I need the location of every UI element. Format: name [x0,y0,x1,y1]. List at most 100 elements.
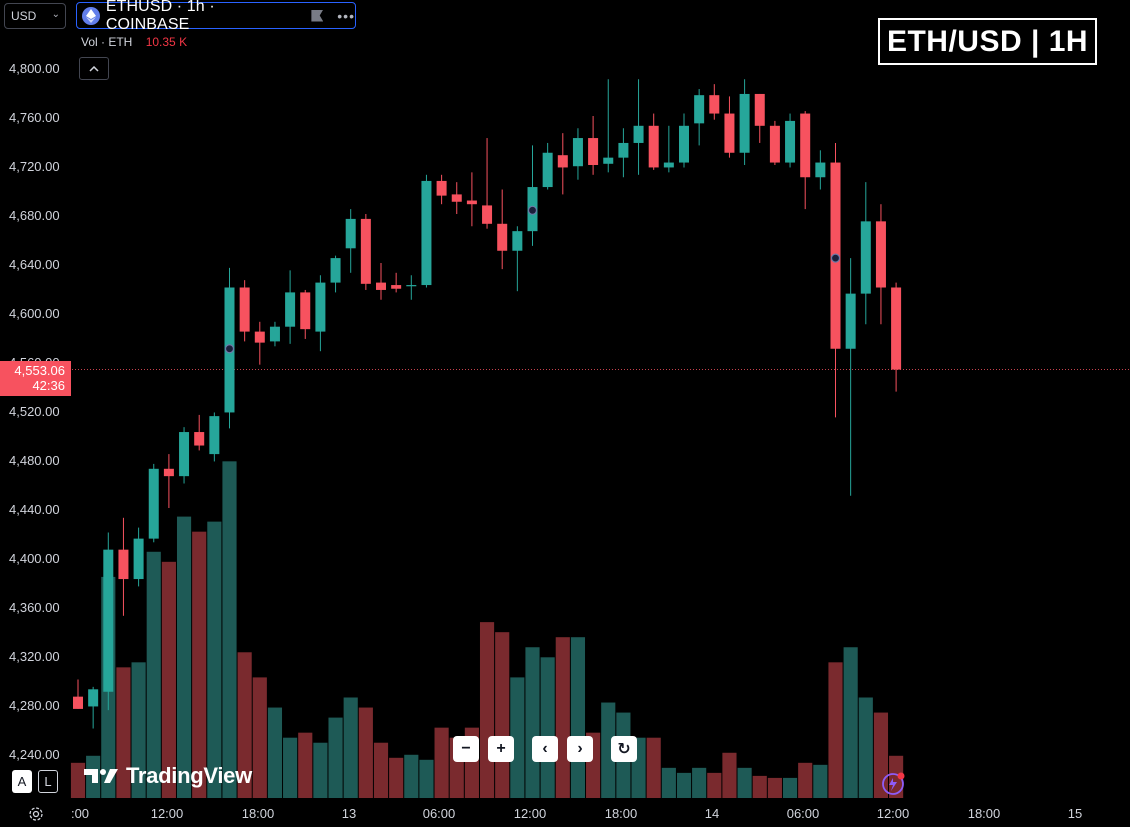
candle-body [376,282,386,290]
volume-legend: Vol · ETH 10.35 K [81,35,187,49]
volume-bar [798,762,813,798]
time-axis-label: 06:00 [786,806,820,821]
price-axis-label: 4,760.00 [9,110,60,125]
volume-bar [161,561,176,798]
candle-body [482,205,493,224]
candle-body [406,285,417,287]
candle-body [633,125,644,143]
ethereum-icon [82,6,100,25]
volume-bar [313,742,328,798]
candle-body [769,125,780,163]
volume-bar [146,551,161,798]
current-price-tag: 4,553.06 42:36 [0,361,71,396]
candle-body [345,218,356,249]
volume-bar [131,662,146,798]
candle-body [421,180,432,286]
volume-bar [434,727,449,798]
currency-selector[interactable]: USD ⌄ [4,3,66,29]
log-scale-button[interactable]: L [38,770,58,793]
time-axis-label: :00 [70,806,90,821]
price-axis-label: 4,640.00 [9,257,60,272]
volume-bar [692,767,707,798]
scroll-right-button[interactable]: › [567,736,593,762]
price-axis-label: 4,600.00 [9,306,60,321]
candle-body [739,93,750,153]
price-axis-label: 4,720.00 [9,159,60,174]
volume-bar [555,637,570,798]
candle-body [360,218,371,284]
candle-countdown: 42:36 [32,378,65,393]
volume-bar [722,752,737,798]
volume-bar [676,772,692,798]
volume-bar [767,777,782,798]
time-axis-label: 18:00 [967,806,1001,821]
volume-bar [813,764,828,798]
candle-body [391,285,402,289]
price-axis-label: 4,280.00 [9,698,60,713]
volume-bar [843,647,858,798]
candle-body [860,221,871,294]
candle-body [133,538,144,580]
scroll-left-button[interactable]: ‹ [532,736,558,762]
auto-scale-button[interactable]: A [12,770,32,793]
volume-bar [192,531,207,798]
flag-icon[interactable] [311,9,324,22]
candle-body [785,120,796,163]
volume-bar [237,652,252,798]
volume-bar [570,637,586,798]
candle-body [88,689,99,707]
price-axis-label: 4,520.00 [9,404,60,419]
candle-body [194,432,205,446]
time-axis-label: 12:00 [513,806,547,821]
more-dots-icon[interactable]: ••• [337,7,355,24]
time-axis-label: 18:00 [241,806,275,821]
volume-bar [419,759,434,798]
zoom-in-button[interactable]: + [488,736,514,762]
volume-bar [222,461,237,798]
price-axis-label: 4,800.00 [9,61,60,76]
candle-body [815,162,826,178]
currency-label: USD [11,9,37,23]
volume-bar [116,667,131,798]
volume-bar [752,775,767,798]
symbol-selector[interactable]: ETHUSD · 1h · COINBASE ••• [76,0,356,33]
chevron-up-icon [89,65,99,72]
reset-chart-button[interactable]: ↻ [611,736,637,762]
candle-body [209,416,220,455]
volume-bar [479,622,495,798]
candle-body [497,223,508,251]
volume-bar [828,662,843,798]
volume-bar [252,677,267,798]
candle-body [436,180,447,196]
title-badge: ETH/USD | 1H [878,18,1097,65]
volume-bar [70,762,86,798]
volume-bar [661,767,676,798]
event-marker-icon [830,253,841,263]
price-axis-label: 4,440.00 [9,502,60,517]
candle-body [300,292,311,330]
candle-body [451,194,462,202]
symbol-label: ETHUSD · 1h · COINBASE [105,0,215,33]
volume-bar [737,767,752,798]
candle-body [269,326,280,342]
candle-body [315,282,326,332]
candle-body [875,221,886,288]
tradingview-logo[interactable]: TradingView [84,763,252,789]
collapse-legend-button[interactable] [79,57,109,80]
chevron-down-icon: ⌄ [51,9,60,20]
candle-body [512,231,523,251]
candle-body [694,95,705,124]
candle-body [800,113,811,178]
candle-body [330,258,341,283]
price-axis-label: 4,360.00 [9,600,60,615]
volume-bar [646,737,661,798]
volume-label: Vol · ETH [81,35,133,49]
assistant-sparkle-icon[interactable] [879,770,907,803]
current-price: 4,553.06 [14,363,65,378]
candle-body [618,142,629,158]
settings-gear-icon[interactable] [28,806,44,827]
volume-bar [389,757,404,798]
zoom-out-button[interactable]: − [453,736,479,762]
candle-body [285,292,296,327]
